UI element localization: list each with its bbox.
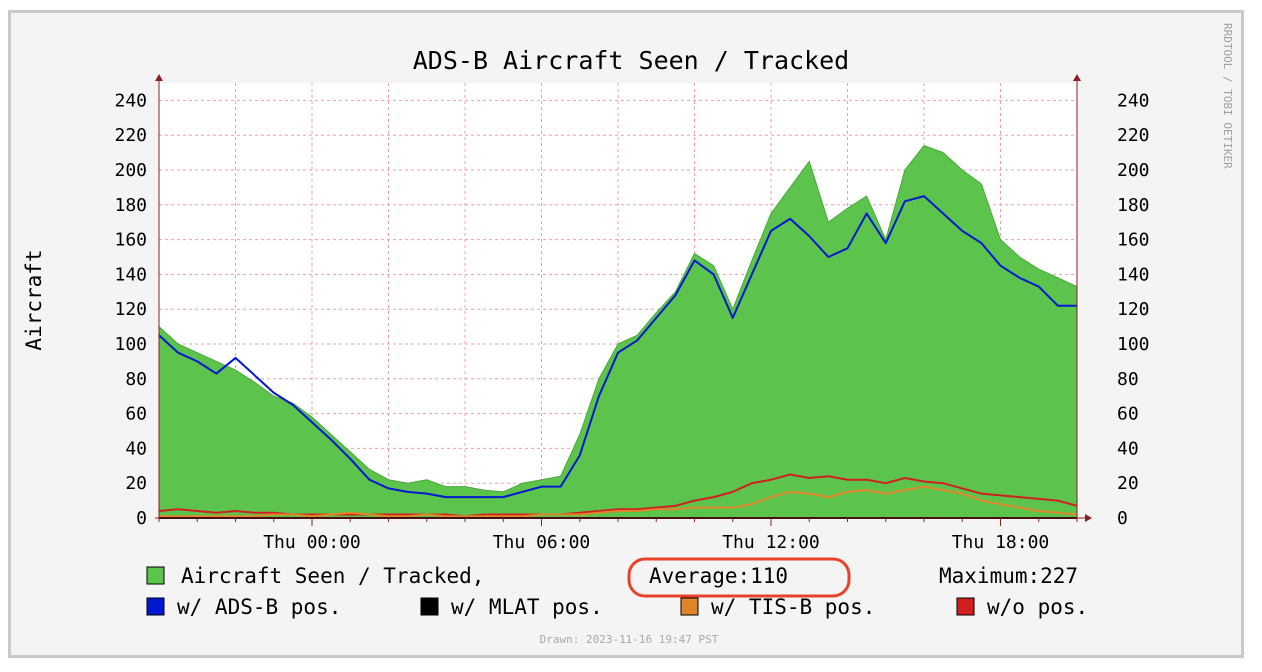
watermark: RRDTOOL / TOBI OETIKER [1221,23,1234,169]
chart-svg: 0 0 20 20 40 40 60 60 80 80 100 100 120 120 140 140 160 1… [22,23,1234,646]
y-tick-label-right: 0 [1117,508,1128,529]
y-tick-label-left: 180 [114,195,147,216]
legend-label-tisb: w/ TIS-B pos. [711,595,875,619]
legend-swatch-adsb [146,597,165,616]
y-tick-label-left: 200 [114,160,147,181]
legend-label-mlat: w/ MLAT pos. [451,595,603,619]
y-tick-label-left: 0 [136,508,147,529]
y-tick-label-left: 80 [125,369,147,390]
y-tick-label-left: 100 [114,334,147,355]
y-tick-label-right: 160 [1117,230,1150,251]
y-tick-label-left: 40 [125,438,147,459]
series-edge-seen [158,145,1078,493]
chart-title: ADS-B Aircraft Seen / Tracked [413,46,850,75]
y-tick-label-left: 220 [114,125,147,146]
y-tick-label-right: 180 [1117,195,1150,216]
series-line-nopos [158,473,1078,518]
legend: Aircraft Seen / Tracked, Average:110 Max… [146,564,1088,619]
y-tick-label-left: 20 [125,473,147,494]
maximum-value: Maximum:227 [939,564,1078,588]
y-tick-label-right: 20 [1117,473,1139,494]
y-tick-label-right: 60 [1117,404,1139,425]
legend-swatch-mlat [420,597,439,616]
x-tick-label: Thu 12:00 [722,532,820,553]
tick-labels: 0 0 20 20 40 40 60 60 80 80 100 100 120 120 140 140 160 1… [114,90,1149,553]
legend-label-nopos: w/o pos. [987,595,1088,619]
legend-label-seen: Aircraft Seen / Tracked, [181,564,484,588]
y-tick-label-left: 120 [114,299,147,320]
y-tick-label-right: 100 [1117,334,1150,355]
x-axis-arrow [1085,514,1092,522]
y-axis-label: Aircraft [22,249,46,350]
y-axis-arrow-right [1073,74,1081,81]
y-tick-label-right: 80 [1117,369,1139,390]
x-tick-label: Thu 06:00 [493,532,591,553]
y-tick-label-left: 160 [114,230,147,251]
chart-frame: 0 0 20 20 40 40 60 60 80 80 100 100 120 120 140 140 160 1… [8,10,1244,658]
series-line-tisb [159,485,1078,518]
footer-drawn: Drawn: 2023-11-16 19:47 PST [540,633,719,646]
y-tick-label-right: 240 [1117,90,1150,111]
y-tick-label-right: 200 [1117,160,1150,181]
x-tick-label: Thu 18:00 [952,532,1050,553]
legend-swatch-nopos [956,597,975,616]
y-tick-label-right: 220 [1117,125,1150,146]
y-tick-label-left: 240 [114,90,147,111]
series-line-adsb [158,195,1077,499]
y-tick-label-right: 120 [1117,299,1150,320]
y-tick-label-right: 140 [1117,264,1150,285]
y-tick-label-left: 140 [114,264,147,285]
legend-swatch-tisb [680,597,699,616]
series-area-seen [159,145,1077,518]
axes [155,74,1092,526]
legend-label-adsb: w/ ADS-B pos. [177,595,341,619]
average-value: Average:110 [649,564,788,588]
average-highlight-circle [627,557,851,598]
y-axis-arrow-left [155,74,163,81]
x-tick-label: Thu 00:00 [263,532,361,553]
y-tick-label-left: 60 [125,404,147,425]
y-tick-label-right: 40 [1117,438,1139,459]
legend-swatch-seen [146,566,165,585]
